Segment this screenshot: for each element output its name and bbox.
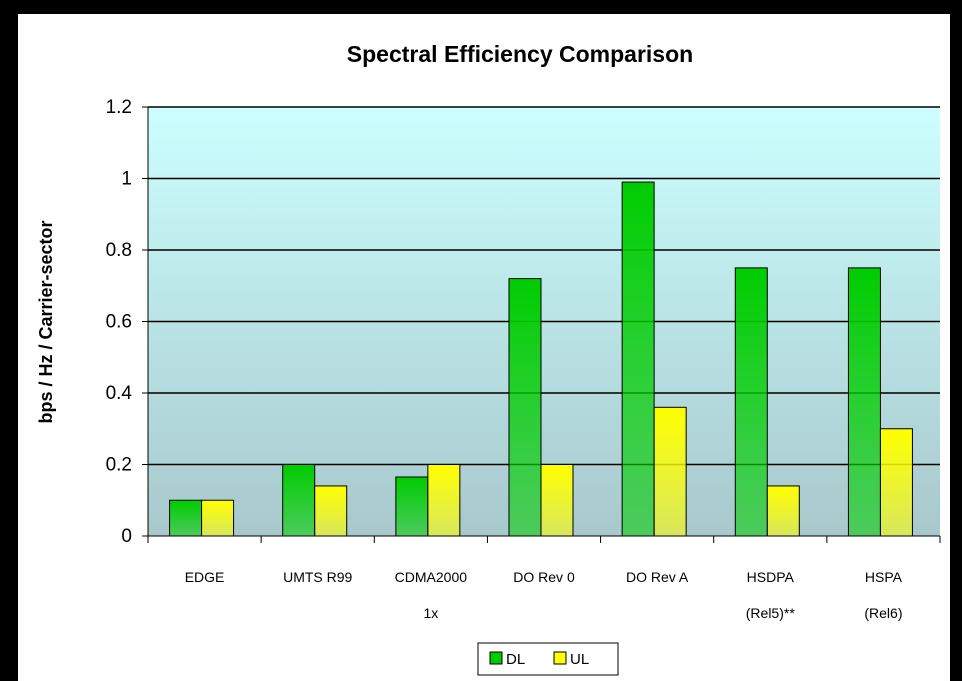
chart-title: Spectral Efficiency Comparison — [347, 41, 693, 67]
y-tick-label: 0.4 — [106, 383, 133, 404]
x-tick-label: HSDPA — [747, 569, 795, 585]
bar — [621, 181, 655, 537]
bar — [314, 485, 348, 537]
bar — [734, 267, 768, 537]
legend-label: UL — [570, 651, 589, 668]
x-tick-label: DO Rev 0 — [513, 569, 575, 585]
bar — [847, 267, 881, 537]
legend-label: DL — [506, 651, 525, 668]
x-tick-label: EDGE — [185, 569, 225, 585]
bar — [395, 476, 429, 537]
bar — [169, 499, 203, 537]
y-tick-label: 1.2 — [106, 97, 132, 118]
bar — [201, 499, 235, 537]
y-tick-label: 0.2 — [106, 455, 132, 476]
x-tick-label: HSPA — [865, 569, 903, 585]
legend-swatch — [553, 651, 567, 665]
legend-swatch — [489, 651, 503, 665]
bar — [766, 485, 800, 537]
x-tick-label: (Rel6) — [864, 605, 902, 621]
y-tick-label: 0.6 — [106, 312, 132, 333]
bar — [282, 464, 316, 537]
x-tick-label: DO Rev A — [626, 569, 689, 585]
y-tick-label: 0 — [121, 526, 132, 547]
y-axis-label: bps / Hz / Carrier-sector — [36, 220, 56, 423]
x-tick-label: CDMA2000 — [395, 569, 468, 585]
x-tick-label: 1x — [423, 605, 438, 621]
y-tick-label: 0.8 — [106, 240, 132, 261]
bar — [653, 406, 687, 537]
y-tick-label: 1 — [121, 169, 132, 190]
bar — [879, 428, 913, 537]
x-tick-label: UMTS R99 — [283, 569, 352, 585]
bar — [540, 464, 574, 537]
x-tick-label: (Rel5)** — [746, 605, 796, 621]
bar — [427, 464, 461, 537]
bar — [508, 278, 542, 537]
